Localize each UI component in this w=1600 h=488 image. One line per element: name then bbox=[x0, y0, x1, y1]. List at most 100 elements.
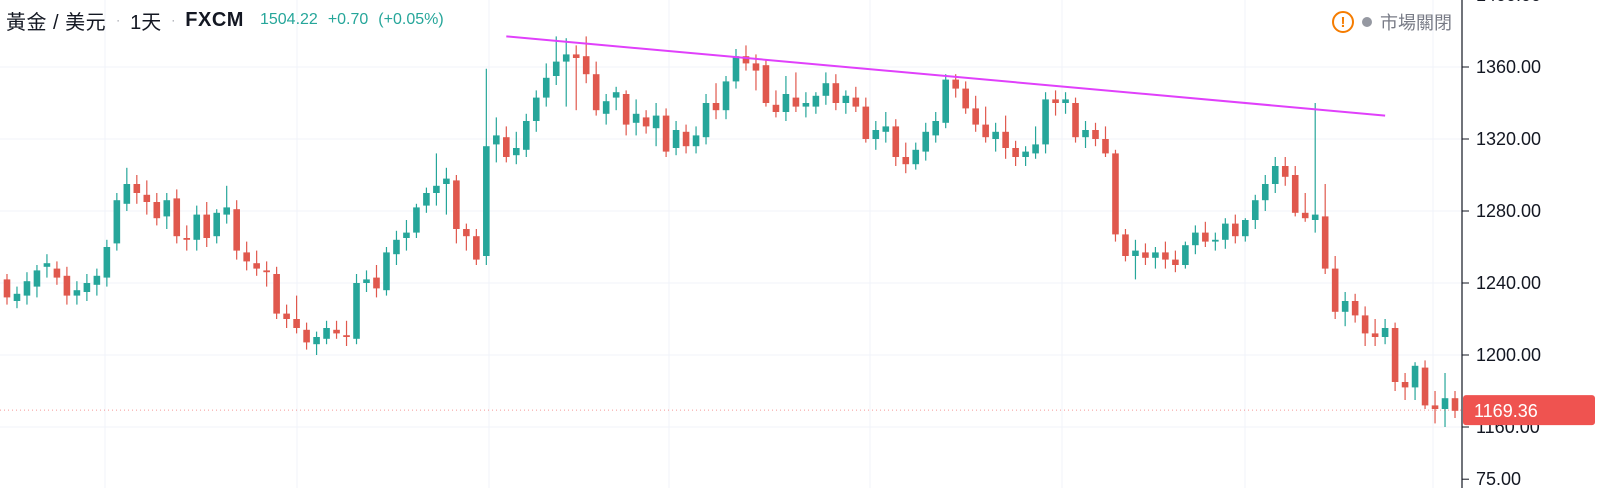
candle bbox=[882, 112, 890, 143]
candle bbox=[1022, 146, 1029, 166]
last-price-badge[interactable] bbox=[1463, 395, 1595, 426]
candle bbox=[313, 331, 320, 355]
candle-body bbox=[812, 95, 820, 107]
candle bbox=[1401, 373, 1409, 400]
candle-body bbox=[223, 207, 230, 215]
candle-body bbox=[93, 275, 101, 285]
candle-body bbox=[982, 124, 989, 138]
candle bbox=[393, 230, 400, 265]
candle bbox=[443, 167, 450, 215]
candle bbox=[433, 153, 440, 206]
candle-body bbox=[193, 214, 201, 240]
candle bbox=[143, 180, 151, 215]
candle bbox=[822, 72, 830, 105]
candle bbox=[612, 86, 620, 111]
candle bbox=[113, 193, 121, 251]
candle bbox=[403, 220, 410, 251]
candle-body bbox=[423, 193, 430, 206]
candle-body bbox=[762, 65, 770, 103]
candle bbox=[782, 76, 790, 121]
candle-body bbox=[153, 202, 161, 219]
candle bbox=[43, 254, 51, 278]
candle bbox=[1341, 292, 1349, 327]
last-price: 1504.22 bbox=[259, 11, 318, 28]
candle bbox=[1251, 194, 1259, 229]
candle bbox=[173, 189, 181, 244]
candle-body bbox=[1441, 398, 1449, 409]
candle-body bbox=[1022, 151, 1029, 157]
candle-body bbox=[1162, 252, 1169, 260]
candle-body bbox=[13, 293, 21, 301]
candle-body bbox=[1281, 166, 1289, 177]
candle-body bbox=[832, 83, 840, 103]
axis-tick-label: 1320.00 bbox=[1476, 129, 1541, 149]
candle-body bbox=[173, 198, 181, 237]
last-price-label: 1169.36 bbox=[1474, 401, 1538, 421]
candle-body bbox=[1451, 398, 1459, 411]
candle bbox=[652, 103, 660, 147]
symbol-header: 黃金 / 美元 · 1天 · FXCM 1504.22 +0.70 (+0.05… bbox=[6, 6, 444, 34]
candle bbox=[872, 121, 880, 150]
candle-body bbox=[602, 101, 610, 114]
candle-body bbox=[143, 194, 151, 202]
candle-body bbox=[1271, 166, 1279, 184]
candle-body bbox=[802, 103, 810, 107]
trendline[interactable] bbox=[506, 35, 1386, 117]
candle-body bbox=[403, 232, 410, 238]
candle bbox=[852, 86, 860, 112]
candle bbox=[213, 209, 221, 244]
candle-body bbox=[1152, 252, 1159, 258]
candle-body bbox=[942, 79, 950, 123]
candle bbox=[73, 281, 81, 305]
candle bbox=[892, 119, 900, 166]
candle-body bbox=[183, 238, 191, 240]
candle-body bbox=[263, 270, 270, 273]
candle-body bbox=[1232, 223, 1239, 237]
candle bbox=[1192, 225, 1199, 255]
market-status[interactable]: ! 市場關閉 bbox=[1332, 8, 1452, 36]
candle-body bbox=[1062, 99, 1069, 103]
candle bbox=[992, 122, 999, 152]
candle-body bbox=[1261, 184, 1269, 201]
candle-body bbox=[293, 319, 300, 328]
candle bbox=[602, 94, 610, 125]
candle bbox=[323, 320, 330, 345]
candle-body bbox=[752, 63, 760, 71]
candles bbox=[3, 36, 1459, 427]
candle bbox=[942, 74, 950, 129]
candle bbox=[1301, 193, 1309, 222]
candle-body bbox=[792, 97, 800, 107]
candle bbox=[1232, 214, 1239, 244]
candle-body bbox=[1301, 212, 1309, 219]
candle-body bbox=[1112, 153, 1119, 235]
timeframe[interactable]: 1天 bbox=[130, 11, 162, 34]
candle-body bbox=[373, 277, 380, 289]
warning-icon[interactable]: ! bbox=[1332, 11, 1354, 33]
candle-body bbox=[273, 274, 280, 314]
candle-body bbox=[1032, 144, 1039, 154]
trendline-segment[interactable] bbox=[506, 35, 1386, 117]
candle bbox=[932, 112, 940, 143]
candle-body bbox=[1311, 214, 1319, 220]
candle bbox=[1291, 166, 1299, 217]
candle-body bbox=[932, 121, 940, 136]
candle-body bbox=[23, 281, 31, 296]
candle bbox=[572, 45, 580, 111]
candle-body bbox=[822, 83, 830, 96]
candle bbox=[642, 110, 650, 134]
candle-body bbox=[732, 56, 740, 82]
candle-body bbox=[512, 148, 520, 156]
candle-body bbox=[433, 185, 440, 193]
symbol-name[interactable]: 黃金 / 美元 bbox=[6, 11, 107, 34]
candle bbox=[512, 131, 520, 165]
candle-body bbox=[53, 268, 61, 278]
candle bbox=[63, 266, 71, 305]
candle-body bbox=[992, 131, 999, 139]
candle-body bbox=[463, 229, 470, 237]
candle bbox=[3, 274, 11, 305]
candle bbox=[1371, 319, 1379, 346]
candle-body bbox=[962, 88, 969, 109]
candle bbox=[163, 193, 171, 229]
